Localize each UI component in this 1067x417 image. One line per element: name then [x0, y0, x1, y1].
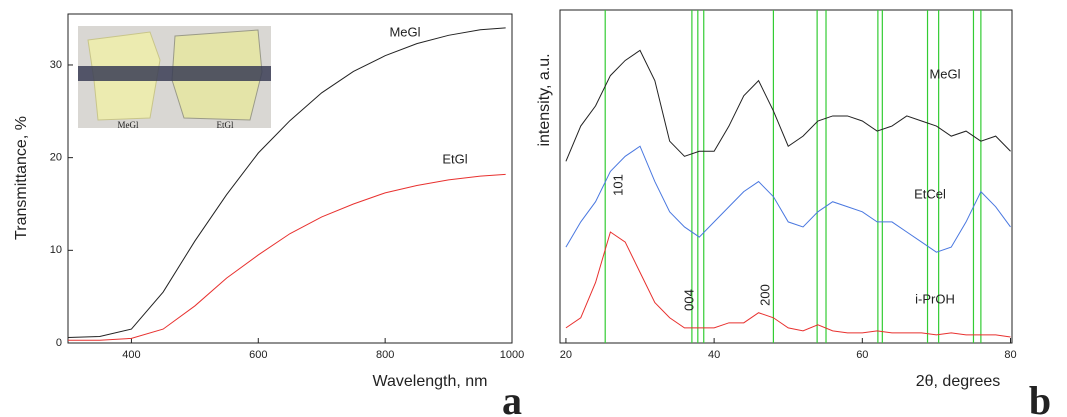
holder [78, 66, 271, 81]
inset-photo: MeGl EtGl [78, 26, 271, 130]
panel-label: b [1029, 378, 1051, 417]
y-axis-title: intensity, a.u. [536, 53, 553, 146]
peak-label: 200 [757, 284, 772, 306]
series-label: EtGl [442, 151, 467, 166]
y-tick-label: 10 [50, 244, 62, 256]
plot-frame [67, 13, 513, 344]
y-tick-label: 0 [56, 337, 62, 349]
series-line [68, 173, 506, 341]
series-line [565, 145, 1011, 253]
series-label: MeGl [929, 66, 960, 81]
x-axis-title: Wavelength, nm [372, 373, 487, 390]
x-tick-label: 1000 [500, 349, 524, 361]
x-tick-label: 60 [856, 349, 868, 361]
x-axis-title: 2θ, degrees [916, 373, 1001, 390]
series-label: EtCel [914, 186, 946, 201]
x-tick-label: 800 [376, 349, 394, 361]
y-axis-title: Transmittance, % [13, 116, 30, 240]
y-tick-label: 30 [50, 59, 62, 71]
series-label: MeGl [389, 24, 420, 39]
series-line [565, 231, 1011, 338]
x-tick-label: 20 [560, 349, 572, 361]
peak-label: 101 [610, 174, 625, 196]
series-line [565, 49, 1011, 162]
series-label: i-PrOH [915, 291, 955, 306]
x-tick-label: 80 [1004, 349, 1016, 361]
inset-label: EtGl [217, 120, 234, 130]
inset-label: MeGl [118, 120, 139, 130]
x-tick-label: 400 [122, 349, 140, 361]
peak-label: 004 [681, 289, 696, 311]
plot-frame [559, 9, 1013, 344]
x-tick-label: 40 [708, 349, 720, 361]
series-line [67, 27, 506, 338]
y-tick-label: 20 [50, 152, 62, 164]
panel-label: a [502, 378, 522, 417]
x-tick-label: 600 [249, 349, 267, 361]
